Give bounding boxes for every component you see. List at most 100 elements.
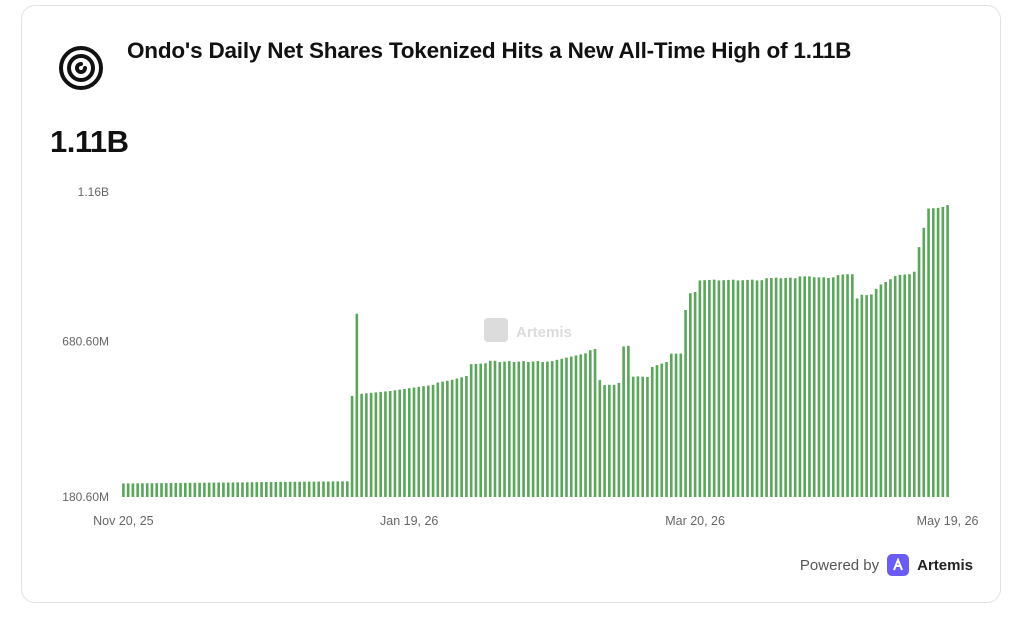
bar bbox=[479, 363, 483, 497]
bar bbox=[803, 276, 806, 497]
bar bbox=[346, 481, 349, 497]
bar bbox=[741, 280, 745, 497]
bar bbox=[727, 279, 730, 497]
bar bbox=[236, 482, 240, 497]
bar bbox=[436, 382, 440, 497]
bar bbox=[608, 384, 611, 497]
bar bbox=[198, 482, 201, 497]
bar bbox=[169, 483, 173, 497]
bar bbox=[274, 481, 278, 497]
bar bbox=[212, 482, 216, 497]
bar bbox=[574, 355, 578, 497]
bar bbox=[912, 271, 916, 497]
bar bbox=[507, 361, 511, 497]
bar bbox=[760, 280, 764, 497]
bar bbox=[222, 482, 225, 497]
bar bbox=[307, 481, 311, 497]
bar bbox=[284, 481, 287, 497]
bar bbox=[446, 380, 449, 497]
x-tick-label: Nov 20, 25 bbox=[93, 514, 154, 528]
bar bbox=[317, 481, 321, 497]
bar bbox=[298, 481, 301, 497]
bar bbox=[498, 362, 502, 497]
bar bbox=[369, 392, 373, 497]
bar bbox=[712, 279, 716, 497]
bar bbox=[793, 278, 797, 497]
bar bbox=[865, 295, 868, 497]
bar bbox=[365, 393, 368, 497]
x-tick-label: Mar 20, 26 bbox=[665, 514, 725, 528]
chart-card: Ondo's Daily Net Shares Tokenized Hits a… bbox=[21, 5, 1001, 603]
bar bbox=[465, 376, 468, 497]
bar bbox=[322, 481, 325, 497]
bar bbox=[145, 483, 149, 497]
bar bbox=[617, 382, 621, 497]
bar bbox=[817, 277, 821, 497]
bar bbox=[798, 276, 802, 497]
bar bbox=[655, 365, 659, 497]
bar bbox=[484, 363, 487, 497]
bar bbox=[293, 481, 297, 497]
bar bbox=[341, 481, 344, 497]
bar bbox=[426, 385, 430, 497]
bar bbox=[646, 376, 649, 497]
y-tick-label: 1.16B bbox=[78, 185, 109, 199]
bar bbox=[755, 280, 759, 497]
bar bbox=[398, 389, 402, 497]
bar bbox=[870, 294, 873, 497]
x-tick-label: Jan 19, 26 bbox=[380, 514, 438, 528]
bar bbox=[265, 482, 268, 497]
bar bbox=[360, 393, 363, 497]
bar bbox=[374, 392, 378, 497]
bar bbox=[379, 391, 382, 497]
bar bbox=[141, 483, 144, 497]
bar bbox=[231, 482, 235, 497]
bar bbox=[808, 276, 811, 497]
bar bbox=[693, 291, 697, 497]
bar bbox=[750, 279, 754, 497]
bar bbox=[822, 277, 826, 497]
bar bbox=[469, 364, 473, 497]
bar bbox=[431, 384, 435, 497]
bar bbox=[703, 280, 706, 497]
bar bbox=[560, 358, 564, 497]
bar bbox=[941, 206, 945, 497]
bar bbox=[407, 388, 411, 497]
powered-by-brand: Artemis bbox=[917, 556, 973, 574]
bar bbox=[774, 277, 778, 497]
bar bbox=[846, 274, 849, 497]
artemis-logo-icon bbox=[887, 554, 910, 576]
bar bbox=[660, 363, 664, 497]
bar bbox=[636, 376, 640, 497]
bar bbox=[164, 483, 168, 497]
bar bbox=[831, 277, 835, 497]
bar bbox=[789, 277, 792, 497]
bar bbox=[312, 481, 316, 497]
bar bbox=[126, 483, 130, 497]
bar bbox=[531, 361, 535, 497]
bar bbox=[927, 208, 930, 497]
bar-chart: Artemis 1.16B 680.60M 180.60M Nov 20, 25 Ja… bbox=[62, 185, 979, 528]
y-tick-label: 680.60M bbox=[62, 334, 109, 348]
x-tick-label: May 19, 26 bbox=[917, 514, 979, 528]
bar bbox=[203, 482, 206, 497]
bar bbox=[184, 482, 187, 497]
bar bbox=[174, 482, 178, 497]
bar bbox=[669, 353, 673, 497]
bar bbox=[288, 481, 292, 497]
bar bbox=[860, 294, 864, 497]
bar bbox=[122, 483, 125, 497]
bar bbox=[855, 298, 859, 497]
bar bbox=[336, 481, 340, 497]
bar bbox=[279, 481, 282, 497]
bar bbox=[255, 482, 259, 497]
bar bbox=[641, 376, 645, 497]
bar bbox=[245, 482, 249, 497]
bar bbox=[879, 284, 883, 497]
bar bbox=[503, 361, 506, 497]
bar bbox=[665, 362, 668, 497]
bar bbox=[836, 275, 840, 497]
bar bbox=[355, 313, 359, 497]
bar bbox=[565, 357, 568, 497]
headline-value: 1.11B bbox=[50, 124, 129, 159]
